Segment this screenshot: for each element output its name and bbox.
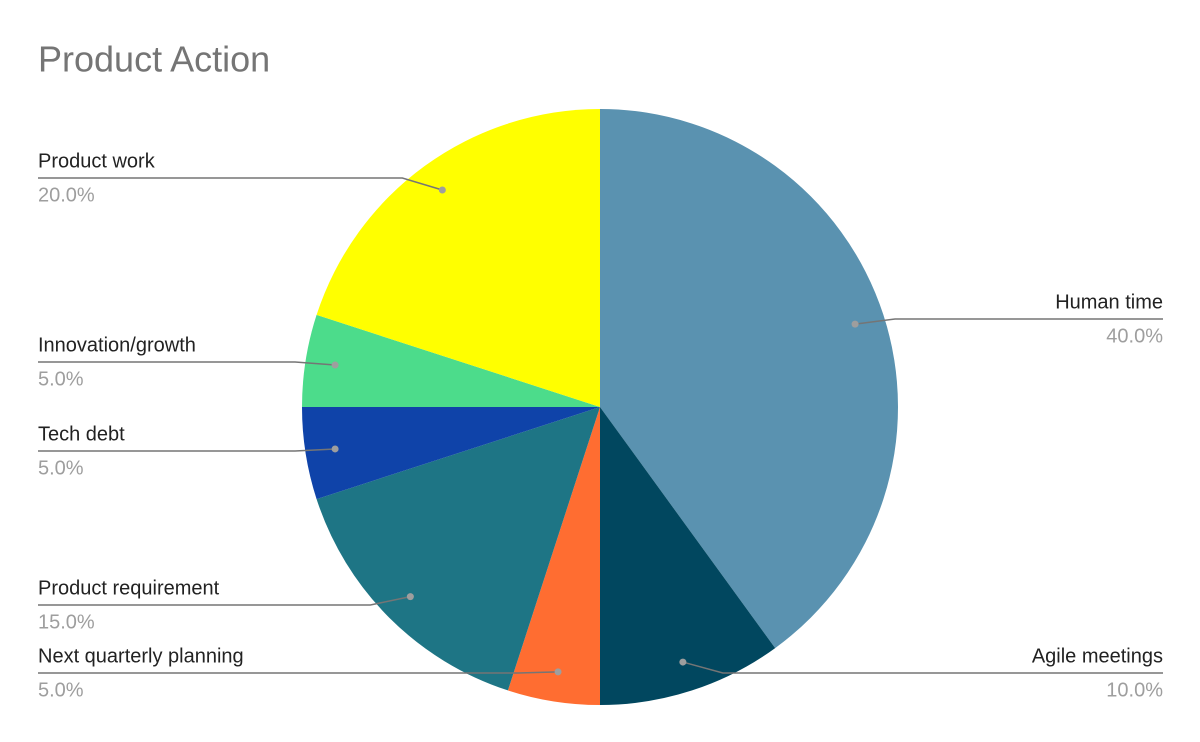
chart-title: Product Action [38, 39, 270, 80]
slice-name: Product requirement [38, 577, 220, 599]
pie-slice [302, 314, 600, 407]
leader-line [38, 361, 336, 366]
slice-value-label: 15.0% [38, 611, 95, 633]
slice-value-label: 5.0% [38, 368, 84, 390]
slice-name: Human time [1055, 291, 1163, 313]
slice-value-label: 5.0% [38, 457, 84, 479]
slice-name: Agile meetings [1032, 645, 1163, 667]
slice-value-label: 40.0% [1106, 325, 1163, 347]
leader-dot [851, 320, 859, 328]
pie-slice [316, 108, 600, 407]
leader-dot [554, 668, 562, 676]
pie-slice [302, 407, 600, 500]
leader-line [38, 448, 336, 452]
pie-slice [600, 407, 776, 705]
pie-slice [600, 109, 898, 649]
leader-dot [438, 186, 446, 194]
leader-line [38, 595, 411, 606]
leader-dot [331, 445, 339, 453]
leader-line [854, 318, 1163, 325]
leader-line [682, 661, 1163, 674]
slice-value-label: 10.0% [1106, 679, 1163, 701]
pie-slice [507, 407, 600, 705]
leader-dot [406, 593, 414, 601]
slice-value-label: 5.0% [38, 679, 84, 701]
leader-line [38, 671, 559, 674]
pie-slice [316, 407, 600, 691]
slice-name: Innovation/growth [38, 334, 196, 356]
slice-name: Tech debt [38, 423, 125, 445]
leader-line [38, 177, 443, 191]
slice-name: Next quarterly planning [38, 645, 244, 667]
slice-value-label: 20.0% [38, 184, 95, 206]
leader-dot [331, 361, 339, 369]
leader-dot [679, 658, 687, 666]
slice-name: Product work [38, 150, 156, 172]
